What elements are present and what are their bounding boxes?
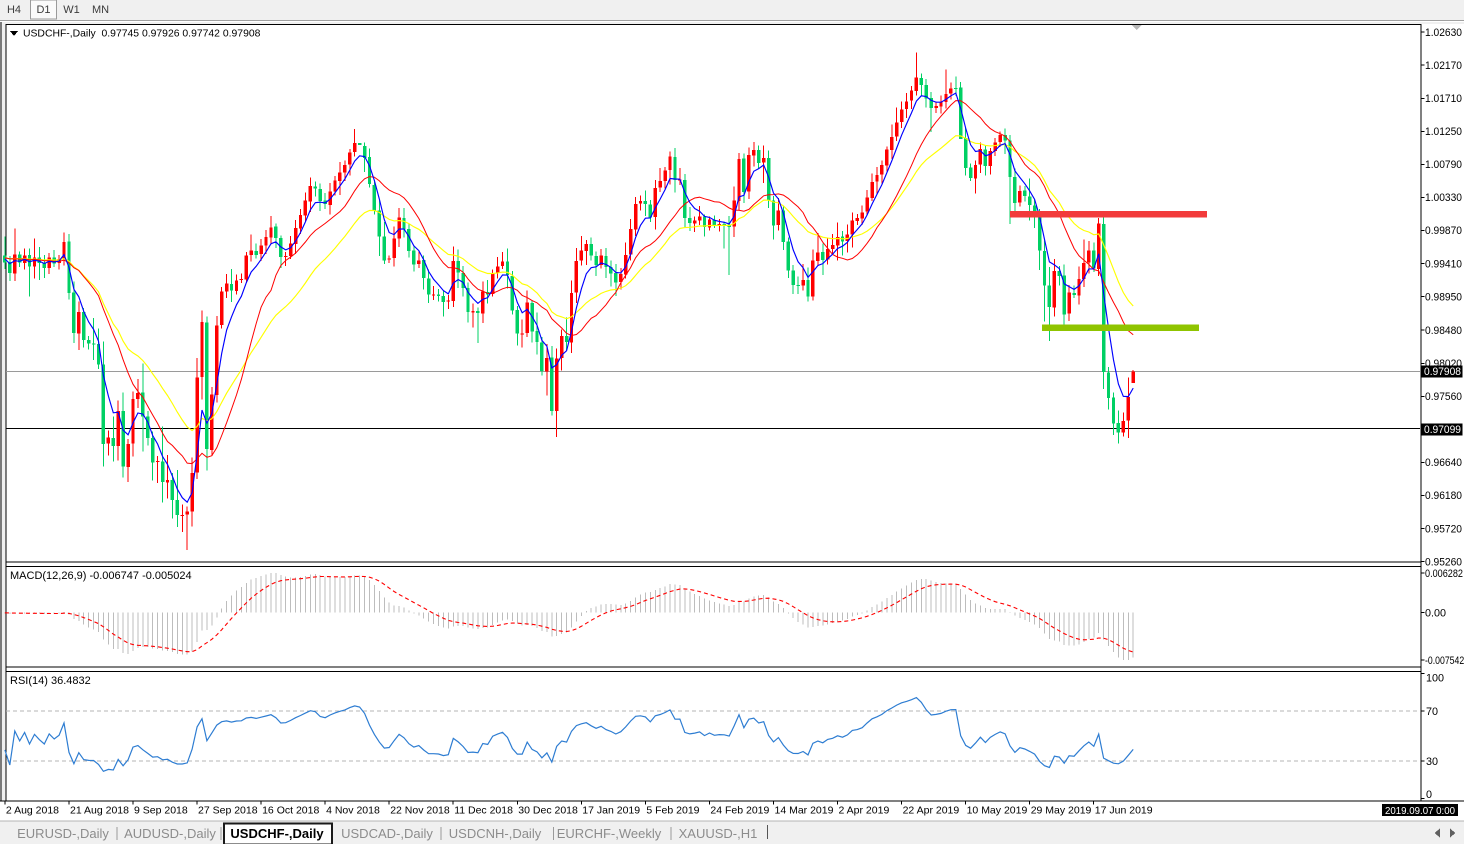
svg-text:0.95260: 0.95260: [1425, 556, 1462, 568]
svg-text:1.00790: 1.00790: [1425, 159, 1462, 171]
svg-text:0.97099: 0.97099: [1424, 424, 1461, 436]
svg-text:0.97560: 0.97560: [1425, 391, 1462, 403]
svg-text:17 Jun 2019: 17 Jun 2019: [1095, 805, 1153, 817]
svg-text:4 Nov 2018: 4 Nov 2018: [326, 805, 380, 817]
svg-text:W1: W1: [63, 4, 80, 16]
svg-text:D1: D1: [36, 4, 50, 16]
svg-text:EURUSD-,Daily: EURUSD-,Daily: [17, 826, 109, 841]
svg-text:30: 30: [1426, 756, 1438, 768]
svg-text:0.97908: 0.97908: [1424, 366, 1461, 378]
svg-text:21 Aug 2018: 21 Aug 2018: [70, 805, 129, 817]
svg-text:USDCNH-,Daily: USDCNH-,Daily: [449, 826, 542, 841]
svg-text:H4: H4: [7, 4, 21, 16]
svg-text:30 Dec 2018: 30 Dec 2018: [518, 805, 578, 817]
svg-text:RSI(14) 36.4832: RSI(14) 36.4832: [10, 675, 91, 687]
svg-text:2019.09.07 0:00: 2019.09.07 0:00: [1385, 805, 1455, 817]
svg-text:1.01250: 1.01250: [1425, 126, 1462, 138]
svg-text:XAUUSD-,H1: XAUUSD-,H1: [679, 826, 758, 841]
svg-text:17 Jan 2019: 17 Jan 2019: [582, 805, 640, 817]
svg-text:11 Dec 2018: 11 Dec 2018: [454, 805, 513, 817]
svg-text:2 Aug 2018: 2 Aug 2018: [6, 805, 59, 817]
svg-text:1.02170: 1.02170: [1425, 60, 1462, 72]
svg-text:0.99870: 0.99870: [1425, 225, 1462, 237]
svg-text:0.006282: 0.006282: [1425, 568, 1463, 580]
svg-text:22 Apr 2019: 22 Apr 2019: [903, 805, 960, 817]
svg-text:0.95720: 0.95720: [1425, 523, 1462, 535]
svg-text:0.98950: 0.98950: [1425, 291, 1462, 303]
svg-text:1.01710: 1.01710: [1425, 93, 1462, 105]
svg-text:-0.0075423: -0.0075423: [1425, 655, 1464, 667]
svg-text:0.99410: 0.99410: [1425, 258, 1462, 270]
svg-text:0.96180: 0.96180: [1425, 490, 1462, 502]
svg-text:0.98480: 0.98480: [1425, 325, 1462, 337]
svg-text:9 Sep 2018: 9 Sep 2018: [134, 805, 188, 817]
svg-text:70: 70: [1426, 706, 1438, 718]
svg-text:22 Nov 2018: 22 Nov 2018: [390, 805, 450, 817]
svg-text:10 May 2019: 10 May 2019: [967, 805, 1028, 817]
svg-text:0.96640: 0.96640: [1425, 457, 1462, 469]
svg-text:USDCHF-,Daily: USDCHF-,Daily: [230, 826, 324, 841]
svg-text:29 May 2019: 29 May 2019: [1031, 805, 1092, 817]
svg-text:14 Mar 2019: 14 Mar 2019: [775, 805, 834, 817]
svg-text:EURCHF-,Weekly: EURCHF-,Weekly: [557, 826, 662, 841]
svg-text:2 Apr 2019: 2 Apr 2019: [839, 805, 890, 817]
svg-text:16 Oct 2018: 16 Oct 2018: [262, 805, 319, 817]
svg-text:27 Sep 2018: 27 Sep 2018: [198, 805, 258, 817]
svg-text:100: 100: [1426, 673, 1444, 685]
svg-text:0.00: 0.00: [1425, 607, 1446, 619]
svg-text:1.00330: 1.00330: [1425, 192, 1462, 204]
svg-text:5 Feb 2019: 5 Feb 2019: [646, 805, 699, 817]
svg-text:USDCHF-,Daily 0.97745 0.97926: USDCHF-,Daily 0.97745 0.97926 0.97742 0.…: [23, 29, 261, 40]
svg-text:AUDUSD-,Daily: AUDUSD-,Daily: [124, 826, 216, 841]
svg-text:24 Feb 2019: 24 Feb 2019: [710, 805, 769, 817]
svg-text:MN: MN: [92, 4, 109, 16]
svg-text:0: 0: [1426, 789, 1432, 801]
svg-text:USDCAD-,Daily: USDCAD-,Daily: [341, 826, 433, 841]
svg-text:MACD(12,26,9) -0.006747 -0.005: MACD(12,26,9) -0.006747 -0.005024: [10, 570, 192, 582]
svg-text:1.02630: 1.02630: [1425, 27, 1462, 39]
